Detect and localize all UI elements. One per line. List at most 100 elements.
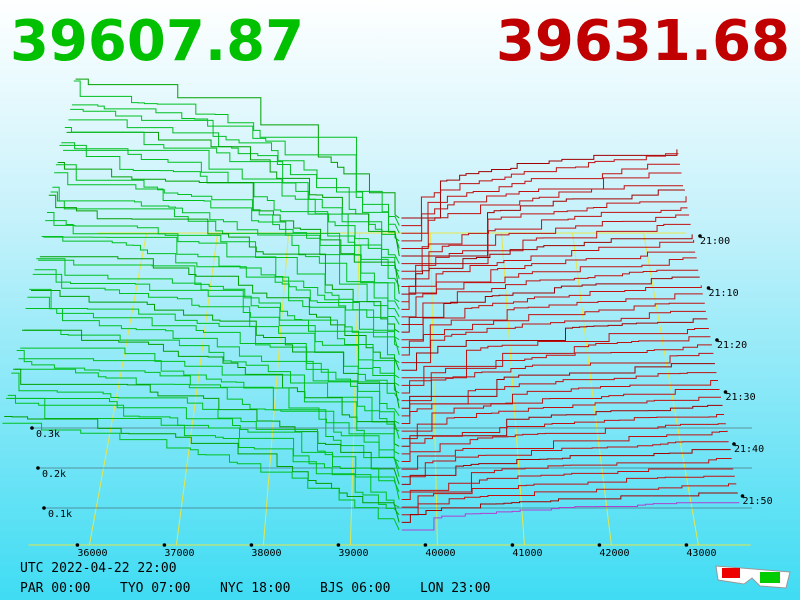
- grid-line: [572, 232, 612, 546]
- bid-curve: [29, 288, 400, 417]
- ask-curve: [401, 269, 699, 326]
- grid-line: [262, 232, 290, 546]
- tick-dot: [162, 543, 167, 547]
- time-label: 21:50: [743, 496, 773, 507]
- tick-dot: [423, 543, 428, 547]
- time-zone: PAR 00:00: [20, 581, 90, 596]
- bid-curve: [39, 256, 400, 371]
- bid-curve: [71, 104, 400, 234]
- ask-curve: [401, 276, 700, 333]
- tick-dot: [75, 543, 80, 547]
- time-dot: [723, 390, 728, 394]
- bid-curve: [54, 172, 400, 310]
- price-label: 37000: [164, 548, 194, 559]
- ask-curve: [401, 389, 720, 432]
- depth-label: 0.3k: [36, 429, 60, 440]
- ask-curve: [401, 441, 729, 478]
- ask-curve: [401, 302, 705, 356]
- bid-curve: [55, 164, 400, 303]
- price-label: 36000: [77, 548, 107, 559]
- ask-curve: [401, 328, 709, 379]
- ask-curve: [401, 380, 718, 424]
- time-zone: LON 23:00: [420, 581, 490, 596]
- ask-curve: [401, 153, 679, 227]
- depth-label: 0.1k: [48, 509, 72, 520]
- tick-dot: [684, 543, 689, 547]
- bid-curve: [43, 236, 400, 356]
- ask-curve: [401, 363, 715, 409]
- ask-curve: [401, 234, 693, 295]
- bid-curve: [46, 211, 400, 341]
- bid-curve: [7, 394, 400, 508]
- time-dot: [732, 442, 736, 446]
- time-zone: BJS 06:00: [320, 581, 390, 596]
- grid-line: [349, 232, 361, 546]
- bid-curve: [45, 220, 400, 348]
- axis-labels: 36000 37000 38000 39000 40000 41000 42000 43000…: [30, 234, 773, 559]
- time-label: 21:00: [700, 236, 730, 247]
- time-dot: [706, 286, 711, 290]
- ask-curve: [401, 318, 708, 371]
- bid-curve: [13, 368, 400, 485]
- ask-price: 39631.68: [496, 9, 790, 74]
- ask-curve: [401, 352, 714, 402]
- ask-curve: [401, 430, 728, 470]
- ask-curve: [401, 172, 682, 242]
- ask-curve: [401, 257, 697, 318]
- depth-dot: [42, 506, 46, 510]
- price-label: 39000: [338, 548, 368, 559]
- time-label: 21:40: [734, 444, 764, 455]
- bid-curve: [41, 235, 400, 364]
- ask-curve: [401, 423, 727, 463]
- bid-curve: [36, 258, 400, 386]
- ask-curve: [401, 483, 737, 516]
- bid-curve: [52, 186, 400, 318]
- bid-curve: [50, 191, 400, 325]
- grid-line: [430, 232, 438, 546]
- ask-curve: [401, 163, 680, 234]
- bid-curve: [73, 80, 400, 226]
- grid-line: [175, 232, 219, 546]
- time-label: 21:30: [726, 392, 756, 403]
- time-zone: NYC 18:00: [220, 581, 290, 596]
- ask-curve: [401, 502, 740, 531]
- ask-curve: [401, 336, 711, 386]
- ask-curve: [401, 414, 725, 455]
- ask-curve: [401, 207, 688, 272]
- ask-curve: [401, 457, 732, 493]
- ask-curve: [401, 396, 722, 440]
- bid-curve: [14, 368, 400, 477]
- ask-curve: [401, 293, 703, 348]
- bid-curve: [2, 422, 400, 531]
- bid-curve: [27, 296, 400, 424]
- bid-curve: [32, 273, 400, 401]
- time-dot: [740, 494, 745, 498]
- bid-curve: [61, 142, 400, 280]
- depth-label: 0.2k: [42, 469, 66, 480]
- time-zone: TYO 07:00: [120, 581, 190, 596]
- bid-curve: [63, 149, 400, 272]
- bid-curve: [9, 398, 400, 500]
- ask-curve: [401, 285, 702, 341]
- ask-curve: [401, 475, 735, 508]
- bid-curve: [22, 329, 400, 447]
- tick-dot: [249, 543, 254, 547]
- bid-curve: [38, 259, 400, 379]
- time-label: 21:10: [709, 288, 739, 299]
- bid-price: 39607.87: [10, 9, 304, 74]
- tick-dot: [597, 543, 602, 547]
- ask-curve: [401, 449, 731, 485]
- price-label: 41000: [512, 548, 542, 559]
- ask-curve: [401, 251, 696, 310]
- price-label: 38000: [251, 548, 281, 559]
- bid-curve: [20, 347, 400, 455]
- bid-curve: [25, 308, 400, 432]
- ask-curve: [401, 223, 691, 287]
- bid-curve: [75, 78, 400, 219]
- ask-curve: [401, 149, 678, 219]
- bid-curve: [18, 358, 400, 462]
- price-label: 40000: [425, 548, 455, 559]
